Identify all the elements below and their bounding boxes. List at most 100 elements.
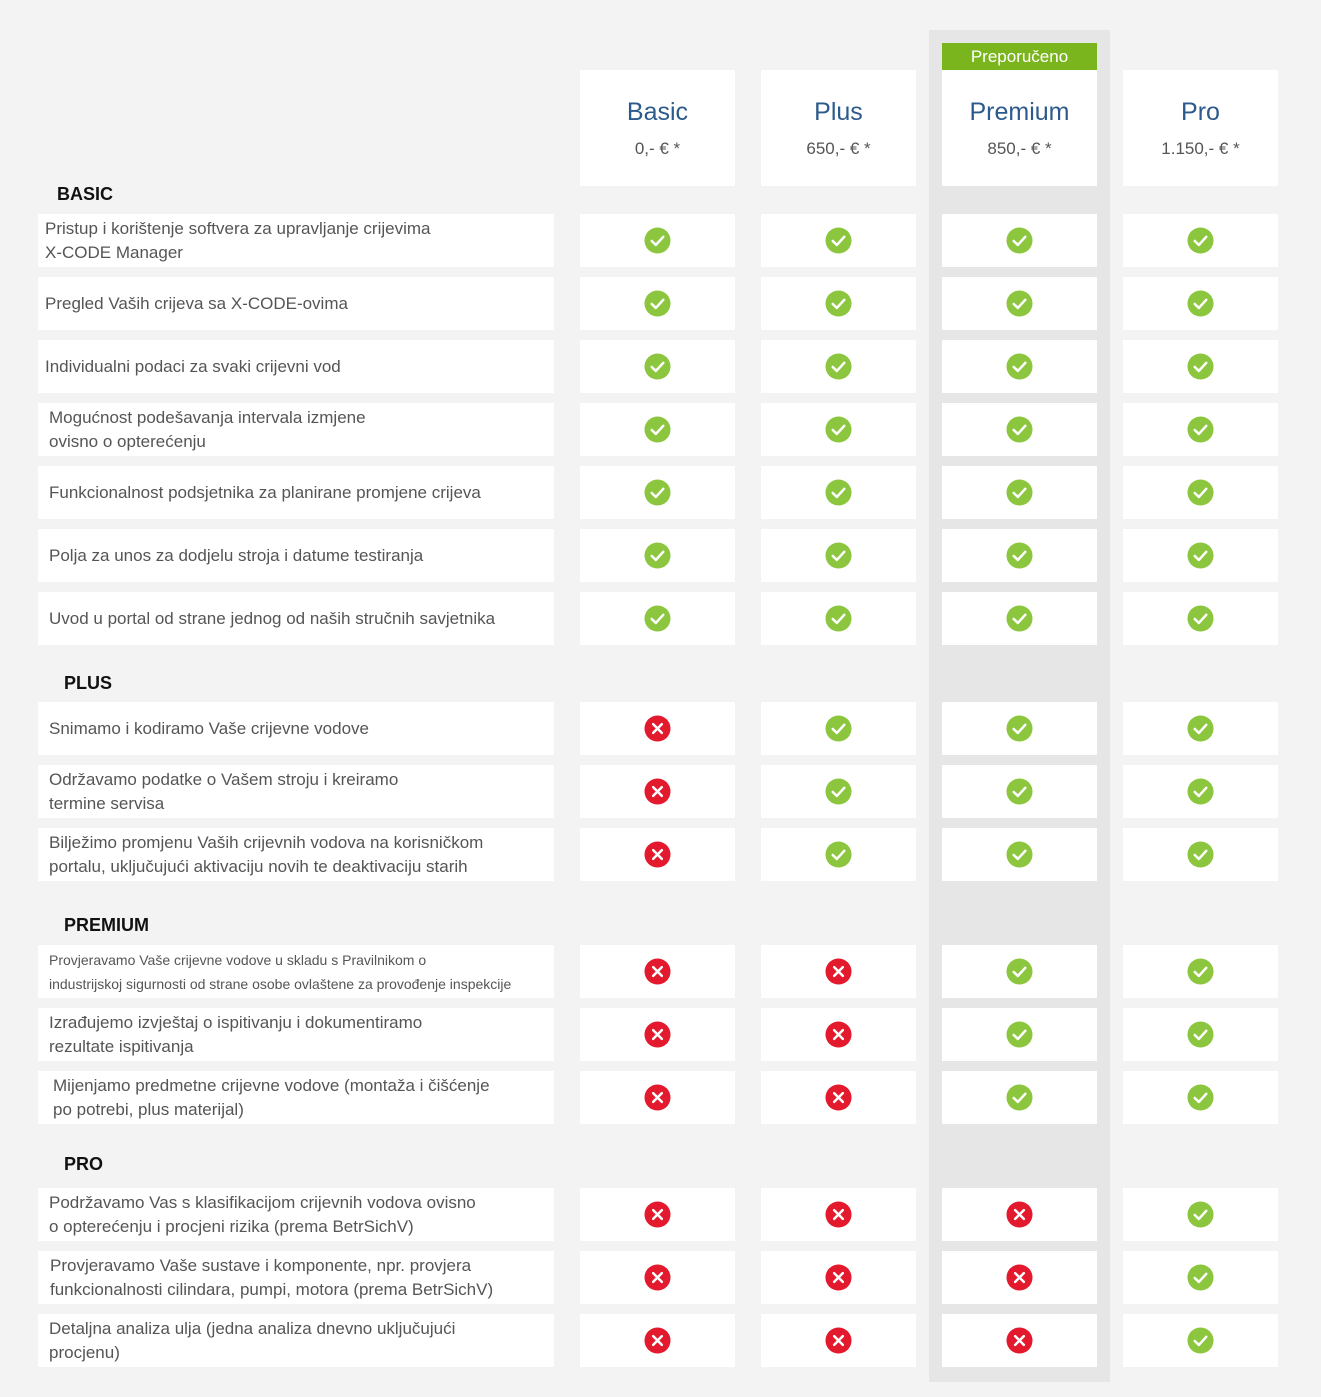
feature-cell-plus — [761, 828, 916, 881]
check-icon — [825, 778, 852, 805]
check-icon — [1187, 1021, 1214, 1048]
check-icon — [1006, 227, 1033, 254]
feature-cell-plus — [761, 403, 916, 456]
check-icon — [1187, 1327, 1214, 1354]
feature-label: Provjeravamo Vaše sustave i komponente, … — [38, 1251, 554, 1304]
check-icon — [1187, 542, 1214, 569]
feature-cell-premium — [942, 592, 1097, 645]
recommended-badge: Preporučeno — [942, 43, 1097, 70]
feature-cell-premium — [942, 765, 1097, 818]
feature-cell-pro — [1123, 1188, 1278, 1241]
feature-cell-pro — [1123, 592, 1278, 645]
check-icon — [1006, 1084, 1033, 1111]
feature-cell-plus — [761, 277, 916, 330]
cross-icon — [1006, 1327, 1033, 1354]
feature-cell-premium — [942, 1008, 1097, 1061]
plan-name: Pro — [1181, 98, 1220, 126]
check-icon — [1006, 542, 1033, 569]
check-icon — [825, 416, 852, 443]
check-icon — [1006, 353, 1033, 380]
check-icon — [1187, 778, 1214, 805]
feature-cell-premium — [942, 340, 1097, 393]
feature-cell-basic — [580, 592, 735, 645]
check-icon — [825, 290, 852, 317]
feature-label-text: Podržavamo Vas s klasifikacijom crijevni… — [49, 1192, 476, 1236]
check-icon — [825, 542, 852, 569]
cross-icon — [825, 958, 852, 985]
feature-label: Uvod u portal od strane jednog od naših … — [38, 592, 554, 645]
feature-cell-pro — [1123, 1008, 1278, 1061]
feature-label-text: Funkcionalnost podsjetnika za planirane … — [49, 482, 481, 502]
feature-cell-pro — [1123, 945, 1278, 998]
feature-label: Bilježimo promjenu Vaših crijevnih vodov… — [38, 828, 554, 881]
check-icon — [1006, 1021, 1033, 1048]
feature-cell-basic — [580, 1008, 735, 1061]
check-icon — [644, 227, 671, 254]
plan-price: 850,- € * — [987, 139, 1052, 158]
check-icon — [1006, 778, 1033, 805]
check-icon — [1187, 353, 1214, 380]
cross-icon — [644, 778, 671, 805]
section-title-pro: PRO — [64, 1154, 104, 1174]
feature-label-text: Snimamo i kodiramo Vaše crijevne vodove — [49, 718, 369, 738]
feature-cell-premium — [942, 702, 1097, 755]
feature-cell-premium — [942, 945, 1097, 998]
feature-label-text: Mogućnost podešavanja intervala izmjene … — [49, 407, 366, 451]
feature-cell-premium — [942, 466, 1097, 519]
feature-label-text: Provjeravamo Vaše sustave i komponente, … — [50, 1255, 494, 1299]
plan-price: 650,- € * — [806, 139, 871, 158]
feature-cell-plus — [761, 1071, 916, 1124]
cross-icon — [644, 1084, 671, 1111]
section-title-premium: PREMIUM — [64, 915, 149, 935]
feature-cell-premium — [942, 1071, 1097, 1124]
check-icon — [825, 715, 852, 742]
cross-icon — [825, 1327, 852, 1354]
cross-icon — [644, 1021, 671, 1048]
feature-label-text: Mijenjamo predmetne crijevne vodove (mon… — [53, 1075, 490, 1119]
check-icon — [1006, 605, 1033, 632]
cross-icon — [825, 1084, 852, 1111]
feature-cell-pro — [1123, 1314, 1278, 1367]
plan-name: Plus — [814, 98, 863, 126]
check-icon — [825, 841, 852, 868]
check-icon — [1187, 227, 1214, 254]
feature-cell-basic — [580, 529, 735, 582]
feature-label: Održavamo podatke o Vašem stroju i kreir… — [38, 765, 554, 818]
feature-cell-pro — [1123, 340, 1278, 393]
check-icon — [644, 416, 671, 443]
feature-cell-plus — [761, 1251, 916, 1304]
feature-label: Polja za unos za dodjelu stroja i datume… — [38, 529, 554, 582]
check-icon — [1187, 715, 1214, 742]
feature-cell-pro — [1123, 828, 1278, 881]
feature-cell-basic — [580, 466, 735, 519]
feature-label-text: Uvod u portal od strane jednog od naših … — [49, 608, 496, 628]
check-icon — [1187, 605, 1214, 632]
feature-label-text: Pristup i korištenje softvera za upravlj… — [45, 218, 431, 262]
feature-cell-pro — [1123, 466, 1278, 519]
feature-cell-basic — [580, 1314, 735, 1367]
feature-cell-premium — [942, 277, 1097, 330]
feature-cell-premium — [942, 1314, 1097, 1367]
feature-label: Podržavamo Vas s klasifikacijom crijevni… — [38, 1188, 554, 1241]
feature-cell-plus — [761, 466, 916, 519]
feature-cell-pro — [1123, 702, 1278, 755]
feature-cell-pro — [1123, 1251, 1278, 1304]
check-icon — [1187, 1201, 1214, 1228]
plan-header-basic: Basic 0,- € * — [580, 70, 735, 186]
check-icon — [644, 542, 671, 569]
feature-cell-plus — [761, 945, 916, 998]
feature-label: Pregled Vaših crijeva sa X-CODE-ovima — [38, 277, 554, 330]
section-title-plus: PLUS — [64, 673, 113, 693]
section-title-basic: BASIC — [57, 184, 114, 204]
feature-cell-premium — [942, 1251, 1097, 1304]
cross-icon — [644, 715, 671, 742]
feature-cell-pro — [1123, 277, 1278, 330]
plan-header-plus: Plus 650,- € * — [761, 70, 916, 186]
feature-cell-premium — [942, 828, 1097, 881]
check-icon — [1006, 958, 1033, 985]
feature-label-text: Održavamo podatke o Vašem stroju i kreir… — [49, 769, 399, 813]
check-icon — [644, 479, 671, 506]
check-icon — [1006, 479, 1033, 506]
cross-icon — [644, 958, 671, 985]
cross-icon — [644, 841, 671, 868]
